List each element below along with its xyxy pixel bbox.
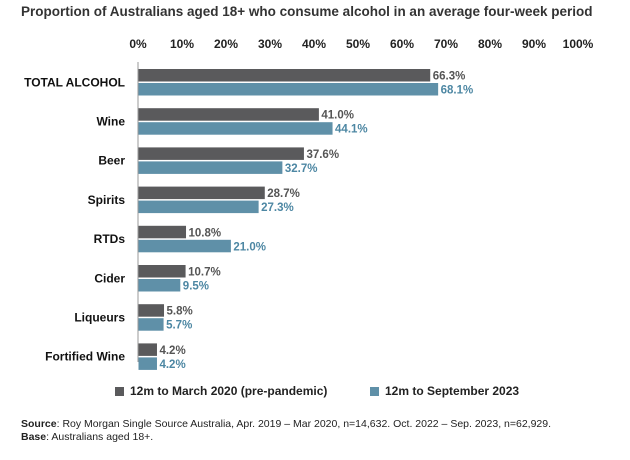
x-tick-label: 40% [302,37,326,51]
category-label: Cider [94,271,125,285]
legend-item-series-1: 12m to March 2020 (pre-pandemic) [115,384,327,398]
data-label-series-2: 44.1% [335,124,368,136]
category-label: Spirits [88,193,126,207]
data-label-series-2: 4.2% [159,359,185,371]
chart-footer: Source: Roy Morgan Single Source Austral… [21,418,621,444]
category-label: RTDs [94,232,126,246]
x-tick-label: 80% [478,37,502,51]
x-tick-label: 30% [258,37,282,51]
x-tick-label: 0% [129,37,147,51]
x-tick-label: 20% [214,37,238,51]
data-label-series-2: 9.5% [183,281,209,293]
x-tick-label: 60% [390,37,414,51]
bar-series-2 [138,239,231,253]
bar-series-1 [138,147,304,160]
bar-series-1 [138,265,186,278]
x-tick-label: 70% [434,37,458,51]
x-tick-label: 100% [563,37,594,51]
data-label-series-2: 32.7% [285,163,318,175]
data-label-series-1: 5.8% [167,306,193,318]
x-tick-label: 10% [170,37,194,51]
x-tick-label: 50% [346,37,370,51]
data-label-series-1: 41.0% [321,110,354,122]
data-label-series-1: 37.6% [306,149,339,161]
base-text: : Australians aged 18+. [46,431,154,443]
data-label-series-1: 10.7% [188,267,221,279]
data-label-series-1: 28.7% [267,188,300,200]
data-label-series-2: 5.7% [166,320,192,332]
legend-label-series-1: 12m to March 2020 (pre-pandemic) [130,384,328,398]
data-label-series-2: 21.0% [233,241,266,253]
bar-series-1 [138,225,187,239]
category-label: Fortified Wine [45,350,125,364]
legend-item-series-2: 12m to September 2023 [370,384,519,398]
bar-series-1 [138,186,265,200]
bar-series-2 [138,83,439,96]
bar-series-2 [138,357,157,370]
bar-series-1 [138,108,319,121]
data-label-series-1: 66.3% [433,71,466,83]
x-tick-label: 90% [522,37,546,51]
base-label: Base [21,431,47,443]
source-label: Source [21,418,57,430]
legend-swatch-series-2 [370,386,379,396]
chart-title: Proportion of Australians aged 18+ who c… [21,4,593,19]
chart-legend: 12m to March 2020 (pre-pandemic) 12m to … [115,384,585,404]
category-label: TOTAL ALCOHOL [24,75,125,89]
bar-series-1 [138,69,431,82]
bar-chart: 0% 10% 20% 30% 40% 50% 60% 70% 80% 90% 100% TOTAL A… [24,37,594,371]
bar-series-2 [138,318,164,331]
bar-series-1 [138,343,157,356]
category-label: Liqueurs [74,310,125,324]
bar-series-2 [138,279,181,292]
base-note: Base: Australians aged 18+. [21,431,621,444]
source-text: : Roy Morgan Single Source Australia, Ap… [56,418,552,430]
data-label-series-2: 27.3% [261,202,294,214]
legend-swatch-series-1 [115,386,124,396]
source-note: Source: Roy Morgan Single Source Austral… [21,418,621,431]
category-label: Beer [98,154,125,168]
bar-series-1 [138,304,165,317]
legend-label-series-2: 12m to September 2023 [385,384,520,398]
bar-series-2 [138,122,333,135]
data-label-series-1: 10.8% [189,227,222,239]
bar-series-2 [138,161,283,174]
category-label: Wine [96,114,125,128]
bar-series-2 [138,200,259,214]
data-label-series-1: 4.2% [159,345,185,357]
data-label-series-2: 68.1% [441,85,474,97]
